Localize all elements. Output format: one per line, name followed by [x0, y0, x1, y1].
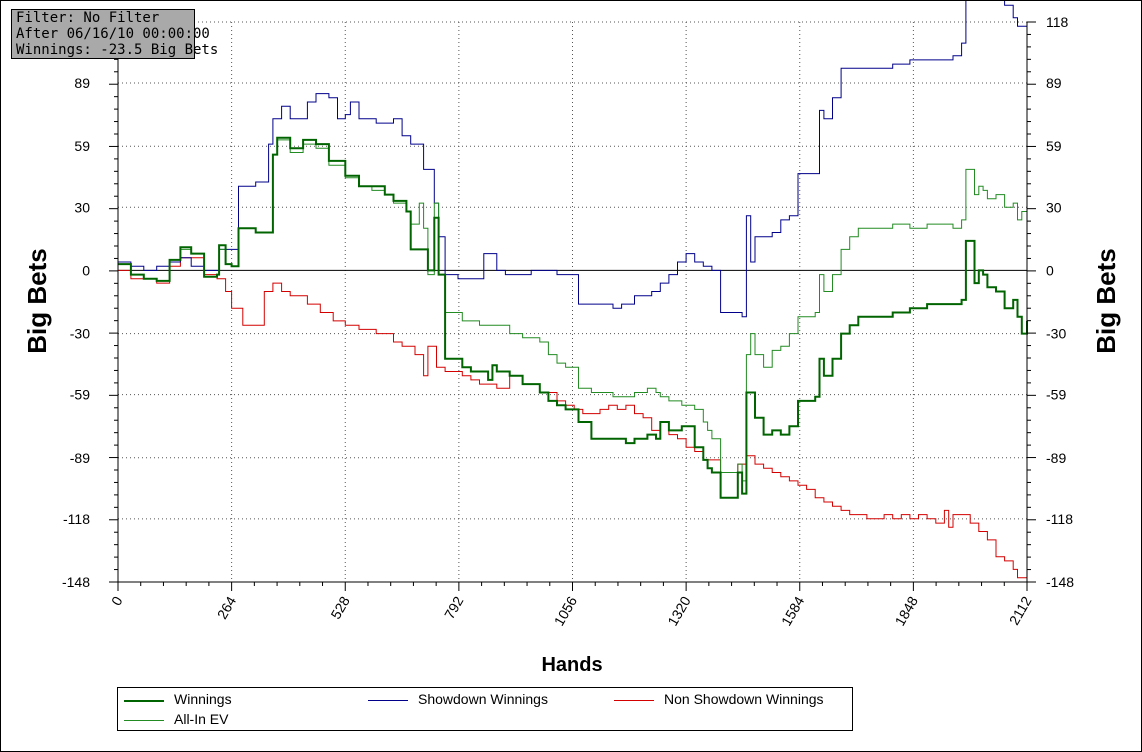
x-tick-label: 792	[441, 593, 467, 621]
y-axis-label-right: Big Bets	[1091, 248, 1121, 353]
y-tick-label-right: -118	[1046, 511, 1073, 527]
legend-label-winnings: Winnings	[174, 691, 232, 707]
series-lines	[118, 1, 1028, 579]
x-tick-label: 1056	[551, 593, 581, 628]
y-tick-label-left: -148	[62, 574, 90, 590]
y-tick-label-right: -59	[1046, 387, 1066, 403]
y-tick-label-right: 30	[1046, 199, 1062, 215]
legend-swatch-winnings	[124, 700, 164, 702]
y-tick-label-left: -59	[70, 387, 90, 403]
x-axis-label: Hands	[541, 654, 602, 676]
x-tick-label: 264	[214, 593, 240, 621]
y-tick-label-right: 59	[1046, 138, 1062, 154]
legend-label-allin-ev: All-In EV	[174, 711, 229, 727]
y-tick-label-left: 89	[74, 75, 90, 91]
axes: 0264528792105613201584184821121181188989…	[62, 14, 1074, 628]
winnings-text: Winnings: -23.5 Big Bets	[16, 42, 219, 58]
grid	[118, 21, 1027, 583]
y-tick-label-left: -30	[70, 326, 90, 342]
filter-info-box: Filter: No Filter After 06/16/10 00:00:0…	[11, 9, 219, 59]
legend-swatch-allin-ev	[124, 720, 164, 721]
y-tick-label-right: 118	[1046, 14, 1069, 30]
x-tick-label: 1848	[892, 593, 922, 628]
legend: Winnings Showdown Winnings Non Showdown …	[117, 687, 853, 731]
legend-label-non-showdown: Non Showdown Winnings	[664, 691, 824, 707]
legend-swatch-non-showdown	[614, 700, 654, 701]
y-tick-label-right: 0	[1046, 262, 1054, 278]
filter-text: Filter: No Filter	[16, 10, 160, 26]
x-tick-label: 0	[108, 593, 126, 608]
x-tick-label: 1584	[778, 593, 808, 628]
y-tick-label-right: 89	[1046, 75, 1062, 91]
series-line-non-showdown-winnings	[118, 257, 1028, 579]
date-filter-text: After 06/16/10 00:00:00	[16, 26, 210, 42]
x-tick-label: 2112	[1006, 593, 1035, 627]
series-line-winnings	[118, 136, 1028, 499]
series-line-showdown-winnings	[118, 1, 1027, 318]
x-tick-label: 1320	[664, 593, 694, 628]
y-tick-label-left: -89	[70, 450, 90, 466]
y-tick-label-left: 59	[74, 138, 90, 154]
legend-label-showdown: Showdown Winnings	[418, 691, 548, 707]
y-tick-label-right: -30	[1046, 326, 1066, 342]
y-tick-label-left: -118	[63, 511, 90, 527]
y-tick-label-left: 30	[74, 199, 90, 215]
y-tick-label-right: -89	[1046, 450, 1066, 466]
legend-swatch-showdown	[368, 700, 408, 701]
y-axis-label-left: Big Bets	[22, 248, 52, 353]
x-tick-label: 528	[327, 593, 353, 621]
y-tick-label-left: 0	[82, 262, 90, 278]
y-tick-label-right: -148	[1046, 574, 1074, 590]
